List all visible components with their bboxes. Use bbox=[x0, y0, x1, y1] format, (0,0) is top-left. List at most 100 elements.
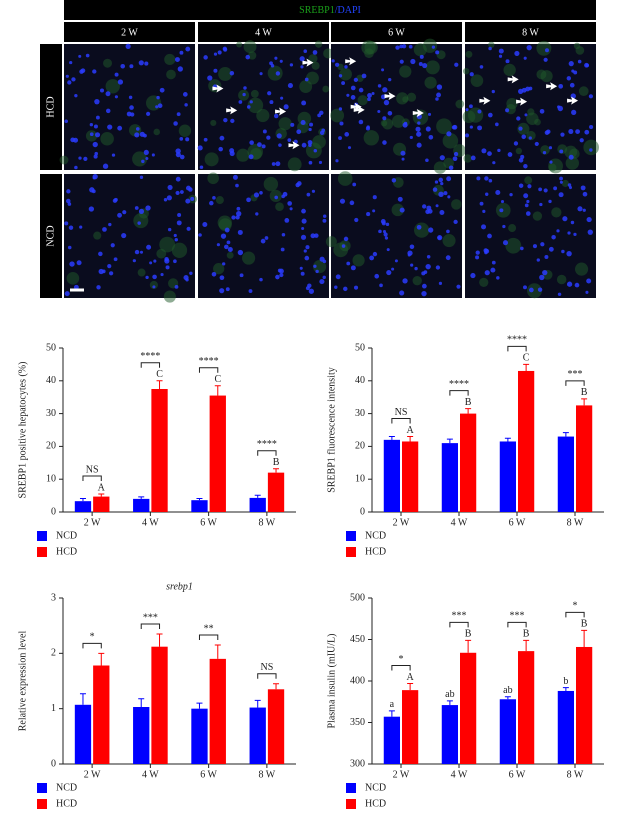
significance-label: ** bbox=[204, 623, 214, 634]
significance-bracket bbox=[140, 362, 161, 368]
nucleus bbox=[445, 255, 451, 261]
nucleus bbox=[282, 191, 288, 197]
nucleus bbox=[308, 288, 315, 294]
group-letter: B bbox=[581, 619, 588, 630]
nucleus bbox=[569, 82, 575, 88]
green-signal bbox=[424, 76, 437, 89]
nucleus bbox=[273, 113, 279, 119]
green-signal bbox=[578, 86, 589, 97]
nucleus bbox=[257, 142, 262, 147]
green-signal bbox=[574, 262, 589, 276]
error-bar bbox=[214, 644, 221, 659]
group-letter: B bbox=[273, 457, 280, 468]
nucleus bbox=[306, 192, 311, 197]
nucleus bbox=[492, 161, 496, 165]
nucleus bbox=[279, 273, 284, 278]
nucleus bbox=[426, 255, 431, 259]
nucleus bbox=[146, 111, 151, 116]
nucleus bbox=[198, 233, 202, 237]
nucleus bbox=[452, 156, 458, 162]
error-bar bbox=[196, 702, 203, 709]
nucleus bbox=[167, 184, 173, 190]
nucleus bbox=[311, 189, 316, 193]
nucleus bbox=[475, 250, 480, 255]
nucleus bbox=[548, 146, 553, 150]
group-letter: C bbox=[214, 374, 221, 385]
nucleus bbox=[488, 178, 493, 183]
green-signal bbox=[312, 260, 327, 274]
nucleus bbox=[66, 198, 71, 204]
nucleus bbox=[275, 274, 280, 280]
nucleus bbox=[335, 274, 341, 280]
nucleus bbox=[275, 71, 281, 76]
arrow bbox=[212, 84, 224, 93]
nucleus bbox=[105, 91, 111, 97]
nucleus bbox=[372, 251, 378, 257]
nucleus bbox=[491, 260, 496, 265]
nucleus bbox=[138, 208, 145, 214]
arrow bbox=[350, 102, 362, 111]
y-tick-label: 500 bbox=[350, 592, 365, 603]
nucleus bbox=[381, 221, 386, 226]
significance-label: **** bbox=[140, 351, 160, 362]
nucleus bbox=[255, 212, 259, 216]
significance-bracket bbox=[198, 367, 219, 373]
nucleus bbox=[284, 218, 290, 223]
green-signal bbox=[166, 69, 176, 80]
nucleus bbox=[545, 48, 550, 53]
nucleus bbox=[395, 45, 400, 50]
nucleus bbox=[371, 91, 375, 96]
green-signal bbox=[414, 222, 430, 238]
nucleus bbox=[549, 160, 553, 164]
bar bbox=[460, 413, 477, 512]
nucleus bbox=[410, 58, 416, 65]
nucleus bbox=[120, 63, 126, 69]
nucleus bbox=[566, 281, 573, 287]
nucleus bbox=[339, 121, 344, 126]
nucleus bbox=[229, 151, 235, 157]
nucleus bbox=[479, 65, 484, 69]
nucleus bbox=[67, 245, 72, 250]
nucleus bbox=[239, 273, 244, 278]
nucleus bbox=[299, 56, 305, 62]
nucleus bbox=[538, 187, 543, 192]
nucleus bbox=[589, 125, 594, 130]
nucleus bbox=[439, 209, 445, 215]
bar bbox=[441, 443, 458, 512]
green-signal bbox=[406, 92, 417, 102]
green-signal bbox=[236, 148, 250, 162]
nucleus bbox=[98, 268, 104, 275]
nucleus bbox=[339, 198, 346, 204]
green-signal bbox=[278, 117, 292, 131]
nucleus bbox=[222, 46, 228, 52]
x-tick-label: 6 W bbox=[200, 769, 217, 780]
significance-label: **** bbox=[199, 356, 219, 367]
nucleus bbox=[386, 270, 392, 276]
nucleus bbox=[354, 217, 359, 223]
nucleus bbox=[245, 54, 250, 60]
nucleus bbox=[78, 156, 82, 160]
green-signal bbox=[508, 224, 517, 233]
error-bar bbox=[562, 432, 569, 437]
nucleus bbox=[495, 122, 499, 127]
nucleus bbox=[589, 148, 593, 152]
nucleus bbox=[383, 99, 390, 106]
nucleus bbox=[566, 250, 572, 257]
green-signal bbox=[247, 97, 264, 114]
green-signal bbox=[330, 108, 345, 123]
row-header bbox=[40, 44, 62, 170]
column-label: 8 W bbox=[522, 27, 539, 38]
nucleus bbox=[246, 197, 251, 203]
nucleus bbox=[227, 247, 233, 252]
x-tick-label: 2 W bbox=[84, 517, 101, 528]
green-signal bbox=[527, 283, 542, 299]
nucleus bbox=[513, 141, 519, 146]
nucleus bbox=[566, 76, 572, 81]
nucleus bbox=[111, 153, 116, 157]
significance-label: *** bbox=[452, 611, 467, 622]
nucleus bbox=[144, 61, 149, 66]
error-bar bbox=[254, 699, 261, 708]
green-signal bbox=[451, 199, 462, 210]
y-tick-label: 50 bbox=[46, 342, 56, 353]
nucleus bbox=[435, 265, 441, 270]
